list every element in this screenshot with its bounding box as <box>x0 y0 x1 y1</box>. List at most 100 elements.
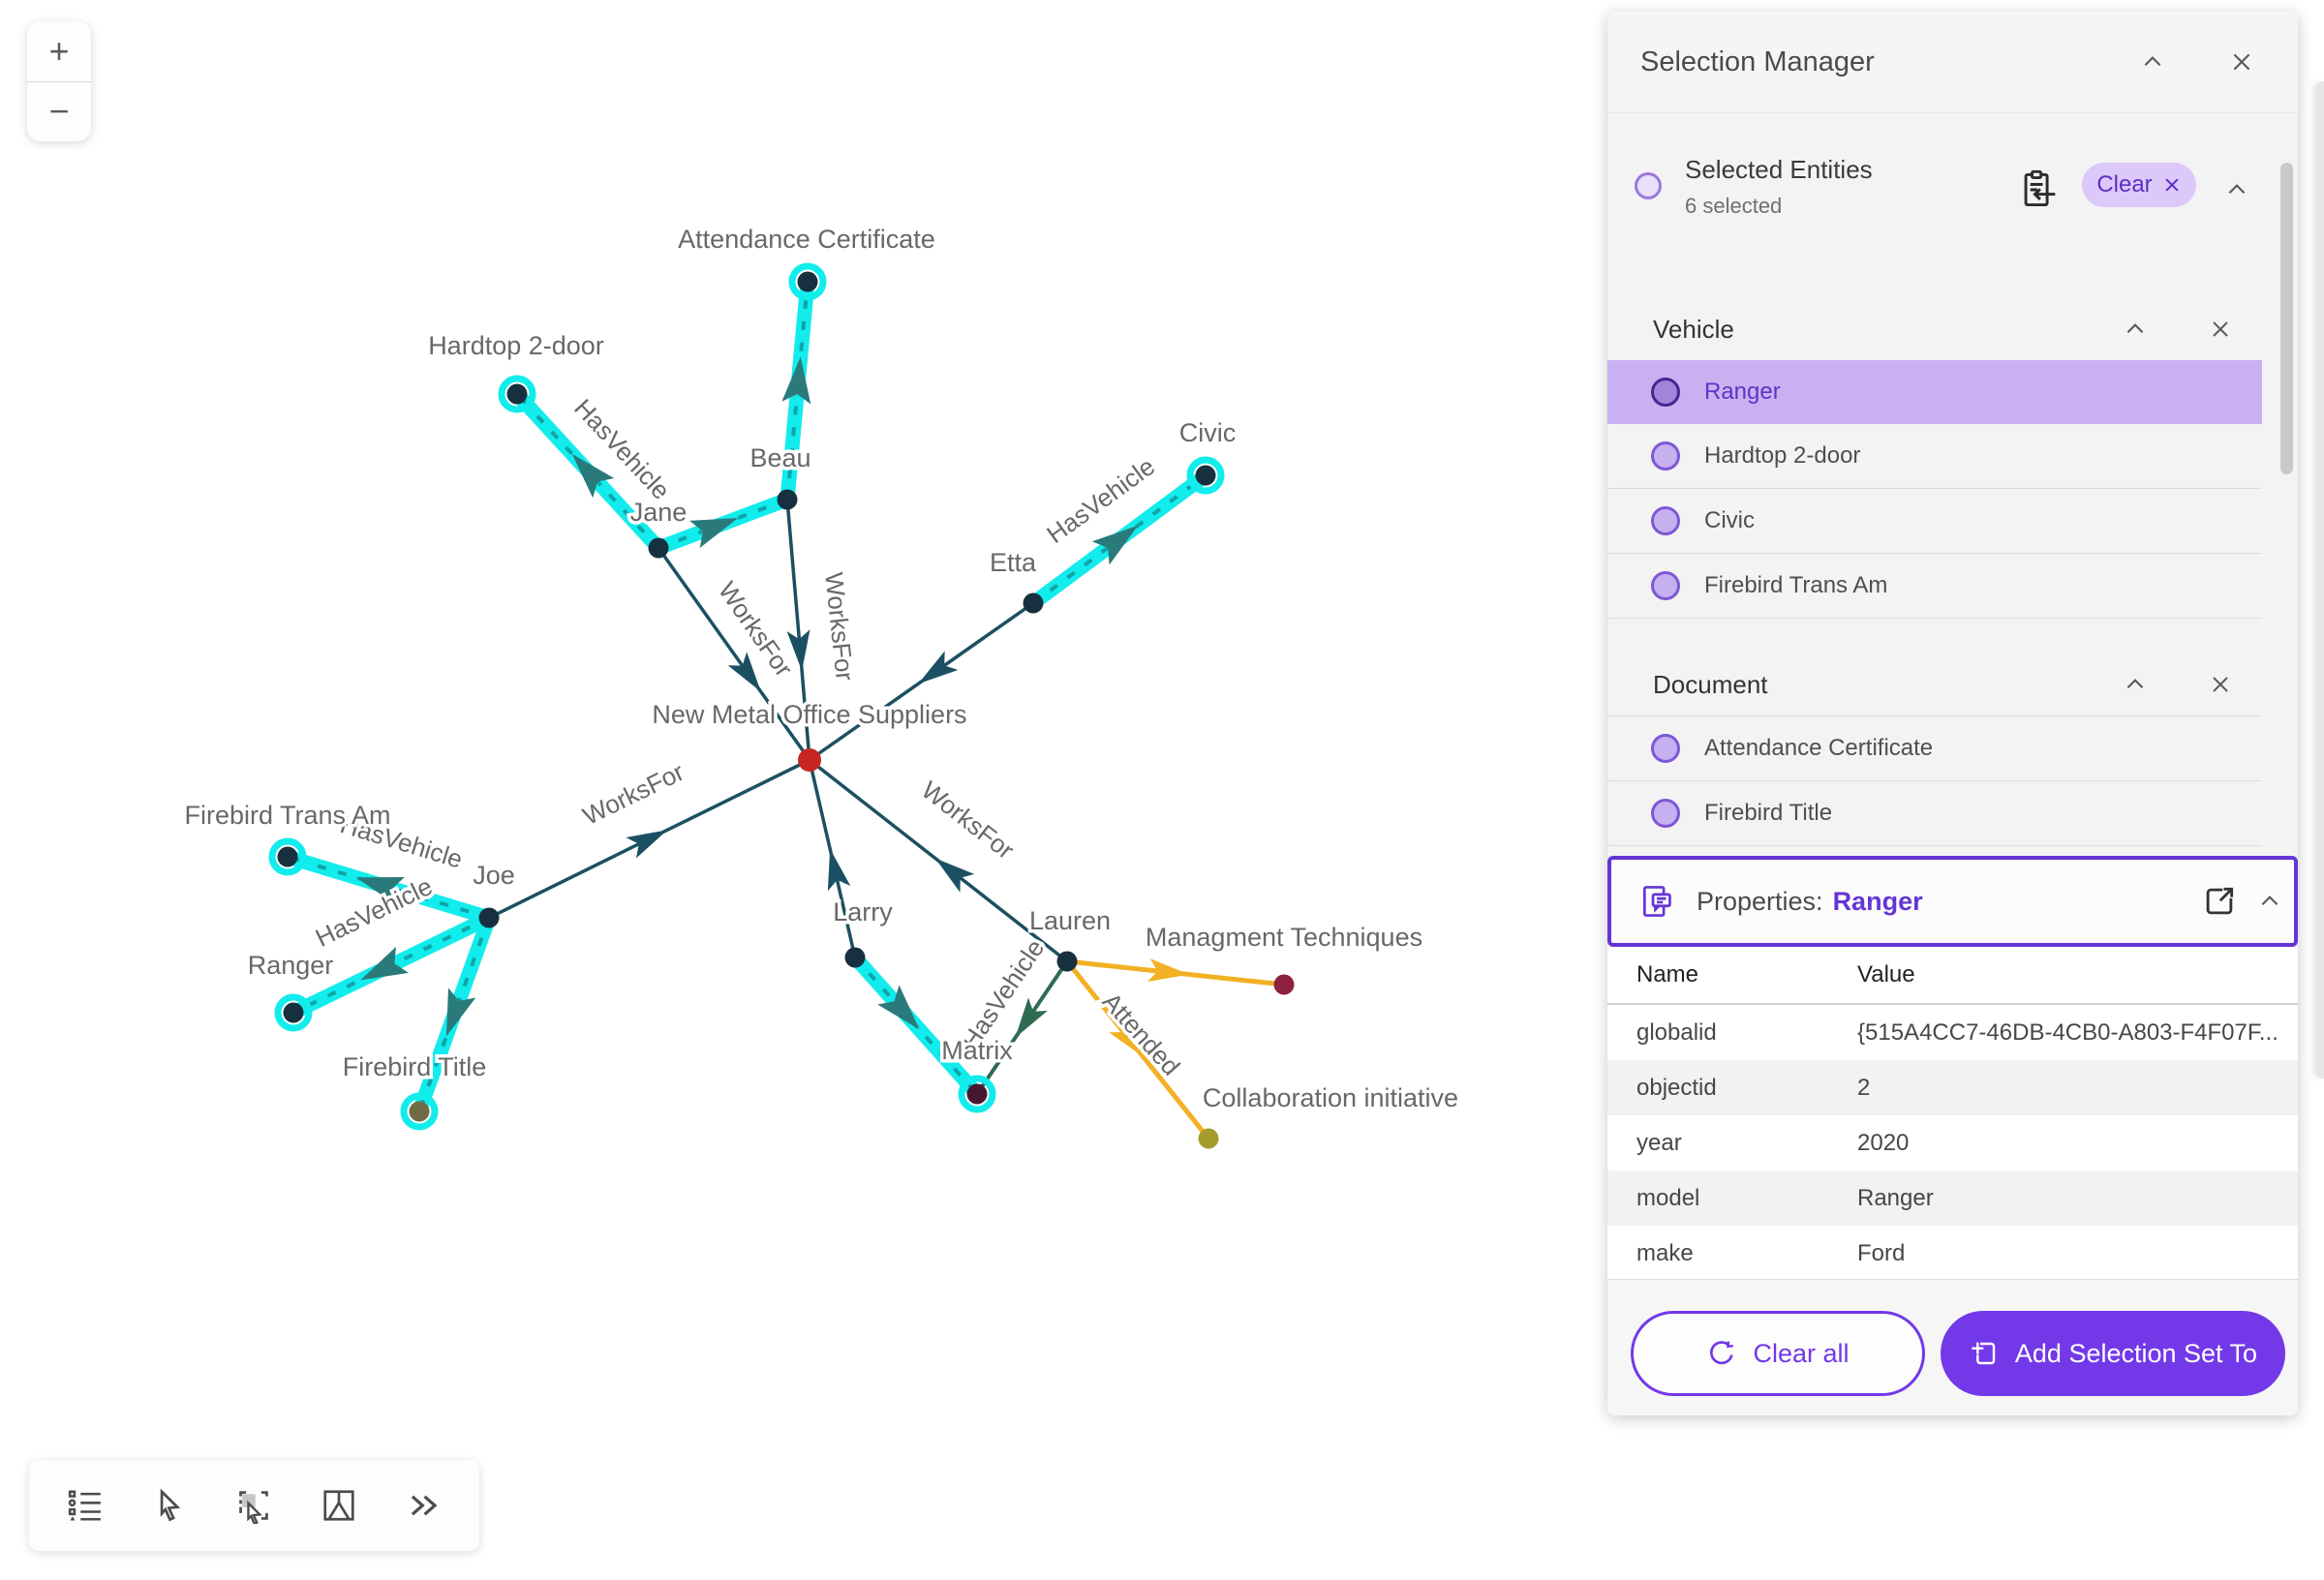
properties-header[interactable]: Properties: Ranger <box>1607 856 2298 947</box>
graph-node-larry[interactable] <box>844 947 866 968</box>
entity-row-label: Hardtop 2-door <box>1704 442 1861 469</box>
graph-node-ci[interactable] <box>1198 1128 1219 1149</box>
partition-button[interactable] <box>318 1484 360 1527</box>
graph-edge-arrow <box>445 988 476 1037</box>
zoom-in-button[interactable]: + <box>48 30 70 71</box>
close-panel-button[interactable] <box>2218 39 2265 85</box>
expand-more-button[interactable] <box>402 1484 444 1527</box>
clear-label: Clear <box>2096 171 2153 198</box>
graph-edge-arrow <box>727 652 761 692</box>
graph-node-ring <box>498 375 536 413</box>
property-name: year <box>1636 1129 1682 1156</box>
graph-node-mt[interactable] <box>1273 974 1295 995</box>
graph-edge-arrow <box>689 518 739 548</box>
entity-row-label: Attendance Certificate <box>1704 735 1934 761</box>
clear-all-button[interactable]: Clear all <box>1631 1311 1925 1396</box>
entity-row-label: Ranger <box>1704 379 1781 405</box>
graph-node-label-beau: Beau <box>749 443 810 472</box>
property-row-make[interactable]: make Ford <box>1607 1226 2298 1280</box>
graph-edge-arrow <box>781 356 811 405</box>
entity-row-attendance-certificate[interactable]: Attendance Certificate <box>1607 716 2262 781</box>
open-in-new-icon[interactable] <box>2201 883 2238 920</box>
property-value: 2020 <box>1857 1129 1910 1156</box>
graph-node-label-larry: Larry <box>833 897 893 927</box>
graph-node-attcert[interactable] <box>797 271 818 292</box>
graph-node-hardtop[interactable] <box>506 383 528 405</box>
entity-dot-icon <box>1651 378 1680 407</box>
close-icon <box>2233 53 2250 71</box>
collapse-group-button[interactable] <box>2121 670 2150 699</box>
graph-node-fta[interactable] <box>277 846 298 867</box>
property-value: Ranger <box>1857 1184 1934 1211</box>
table-header-row: Name Value <box>1607 947 2298 1005</box>
property-name: globalid <box>1636 1018 1717 1046</box>
property-value: {515A4CC7-46DB-4CB0-A803-F4F07F... <box>1857 1018 2278 1046</box>
entity-row-ranger[interactable]: Ranger <box>1607 360 2262 424</box>
collapse-properties-button[interactable] <box>2255 887 2284 916</box>
property-row-year[interactable]: year 2020 <box>1607 1115 2298 1170</box>
graph-node-ring <box>958 1075 996 1113</box>
graph-node-label-hardtop: Hardtop 2-door <box>428 331 604 360</box>
graph-node-lauren[interactable] <box>1056 951 1078 972</box>
graph-edge-arrow <box>1147 958 1190 982</box>
graph-edge-arrow <box>360 946 410 981</box>
expand-more-icon <box>412 1495 438 1516</box>
panel-scrollbar-thumb[interactable] <box>2280 163 2293 474</box>
graph-edge-label: WorksFor <box>578 757 688 831</box>
legend-list-button[interactable] <box>64 1484 107 1527</box>
link-chart-toolbar <box>29 1460 479 1551</box>
graph-edge-label: HasVehicle <box>1041 451 1160 549</box>
entity-dot-icon <box>1651 799 1680 828</box>
graph-node-label-civic: Civic <box>1179 418 1237 447</box>
remove-group-button[interactable] <box>2206 315 2235 344</box>
entity-row-firebird-title[interactable]: Firebird Title <box>1607 781 2262 846</box>
chevron-up-icon <box>2126 323 2144 334</box>
graph-node-label-lauren: Lauren <box>1029 906 1111 935</box>
graph-node-center[interactable] <box>798 748 821 772</box>
graph-node-etta[interactable] <box>1023 592 1044 614</box>
property-row-objectid[interactable]: objectid 2 <box>1607 1060 2298 1115</box>
graph-edge-arrow <box>1109 1018 1144 1057</box>
property-row-globalid[interactable]: globalid {515A4CC7-46DB-4CB0-A803-F4F07F.… <box>1607 1005 2298 1060</box>
graph-node-civic[interactable] <box>1195 465 1216 486</box>
box-select-button[interactable] <box>232 1484 275 1527</box>
graph-node-ring <box>400 1092 439 1131</box>
graph-edge-arrow <box>1015 997 1048 1039</box>
entity-row-hardtop-2-door[interactable]: Hardtop 2-door <box>1607 424 2262 489</box>
panel-header: Selection Manager <box>1607 12 2298 113</box>
collapse-selected-entities-button[interactable] <box>2216 168 2258 211</box>
property-row-model[interactable]: model Ranger <box>1607 1170 2298 1226</box>
graph-node-label-matrix: Matrix <box>941 1036 1013 1065</box>
zoom-out-button[interactable]: − <box>48 91 70 132</box>
graph-node-beau[interactable] <box>777 489 798 510</box>
graph-edge-arrow <box>571 453 615 499</box>
graph-node-joe[interactable] <box>478 907 500 928</box>
graph-node-ranger[interactable] <box>283 1002 304 1023</box>
add-selection-set-label: Add Selection Set To <box>2014 1338 2258 1368</box>
properties-label: Properties: <box>1697 886 1823 916</box>
graph-node-matrix[interactable] <box>966 1083 988 1105</box>
graph-edge-beau-center[interactable] <box>785 499 811 761</box>
graph-node-jane[interactable] <box>648 537 669 559</box>
collapse-panel-button[interactable] <box>2129 39 2176 85</box>
chevron-up-icon <box>2228 184 2246 195</box>
close-icon <box>2165 178 2179 192</box>
remove-group-button[interactable] <box>2206 670 2235 699</box>
graph-edge-arrow <box>626 830 668 859</box>
copy-selection-button[interactable] <box>2016 168 2059 211</box>
cursor-select-button[interactable] <box>148 1484 191 1527</box>
entity-row-civic[interactable]: Civic <box>1607 489 2262 554</box>
graph-edge-arrow <box>827 848 851 892</box>
graph-edge-label: HasVehicle <box>568 393 676 505</box>
divider <box>27 80 91 82</box>
selection-set-icon <box>1635 172 1662 199</box>
collapse-group-button[interactable] <box>2121 315 2150 344</box>
add-selection-set-button[interactable]: Add Selection Set To <box>1941 1311 2285 1396</box>
graph-node-ftitle[interactable] <box>409 1101 430 1122</box>
entity-row-firebird-trans-am[interactable]: Firebird Trans Am <box>1607 554 2262 619</box>
graph-edge-label: WorksFor <box>713 576 799 682</box>
graph-edge-jane-center[interactable] <box>657 546 811 762</box>
clear-selection-pill[interactable]: Clear <box>2082 163 2196 207</box>
properties-table: Name Value globalid {515A4CC7-46DB-4CB0-A… <box>1607 947 2298 1280</box>
